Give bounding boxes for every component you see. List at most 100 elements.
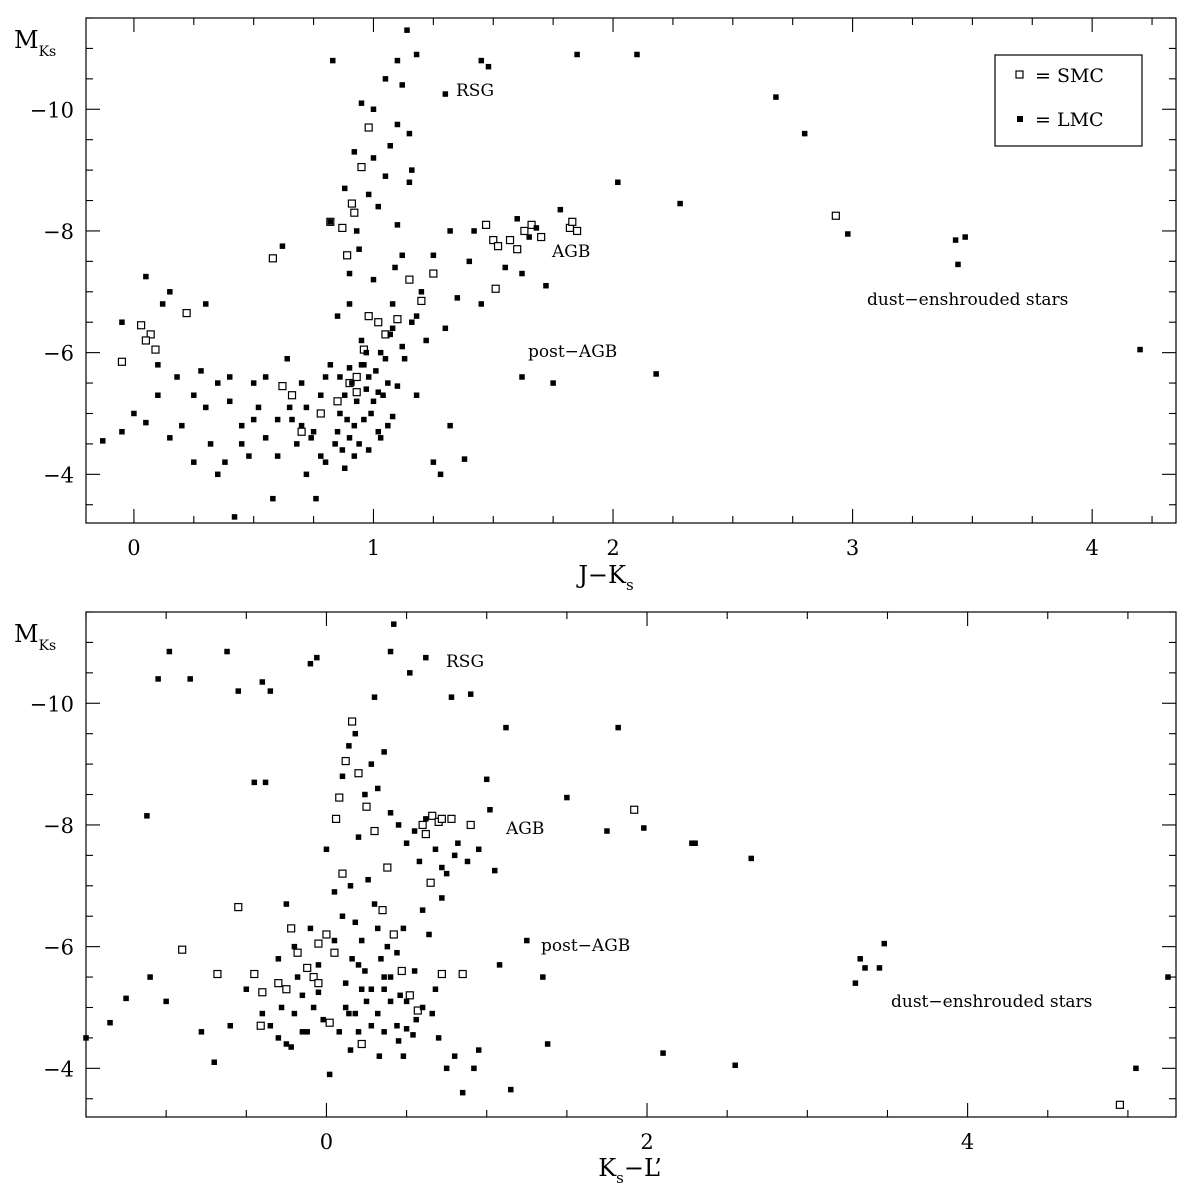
bottom-lmc-point [352, 1010, 359, 1017]
bottom-lmc-point [291, 1010, 298, 1017]
bottom-lmc-point [403, 1026, 410, 1032]
top-lmc-point [382, 76, 389, 82]
bottom-lmc-point [323, 846, 330, 853]
top-lmc-point [478, 301, 485, 307]
top-smc-point [146, 330, 155, 339]
bottom-lmc-point [362, 791, 368, 798]
bottom-lmc-point [857, 956, 863, 962]
bottom-smc-point [418, 820, 427, 830]
top-lmc-point [222, 459, 228, 465]
bottom-smc-point [428, 811, 437, 820]
top-lmc-point [385, 380, 391, 386]
top-lmc-point [385, 422, 391, 429]
top-smc-point [347, 199, 357, 208]
top-x-tick-label: 0 [127, 536, 140, 560]
top-lmc-point [318, 453, 324, 459]
top-lmc-point [143, 419, 149, 426]
bottom-lmc-point [411, 828, 418, 834]
bottom-smc-point [258, 988, 267, 997]
bottom-smc-point [421, 829, 430, 839]
bottom-lmc-point [487, 806, 493, 813]
bottom-smc-point [354, 769, 363, 778]
bottom-lmc-point [358, 986, 365, 992]
bottom-lmc-point [381, 749, 387, 755]
top-lmc-point [284, 355, 290, 362]
top-lmc-point [413, 392, 420, 398]
bottom-lmc-point [423, 816, 429, 822]
bottom-smc-point [330, 948, 339, 957]
bottom-smc-point [362, 802, 371, 811]
bottom-lmc-point [540, 974, 546, 980]
top-annotation-rsg: RSG [456, 81, 494, 101]
top-lmc-point [1137, 346, 1143, 353]
top-lmc-point [119, 428, 125, 435]
top-lmc-point [454, 295, 461, 301]
bottom-smc-point [405, 991, 414, 1000]
top-smc-point [268, 254, 277, 263]
top-lmc-point [478, 57, 485, 64]
top-lmc-point [653, 371, 659, 377]
bottom-lmc-point [368, 986, 375, 992]
bottom-smc-point [370, 826, 379, 836]
top-x-tick-label: 3 [846, 536, 859, 560]
bottom-smc-point [341, 756, 350, 766]
top-lmc-point [375, 389, 382, 395]
bottom-lmc-point [314, 654, 320, 661]
bottom-lmc-point [275, 956, 282, 962]
bottom-lmc-point [384, 943, 391, 950]
bottom-lmc-point [439, 895, 445, 901]
bottom-lmc-point [267, 688, 274, 694]
top-lmc-point [100, 438, 106, 444]
top-lmc-point [430, 459, 437, 465]
top-lmc-point [318, 392, 324, 398]
top-x-axis-label: J−Ks [575, 561, 633, 594]
top-lmc-point [294, 441, 300, 447]
legend-smc-label: = SMC [1035, 65, 1104, 87]
top-lmc-point [255, 404, 262, 411]
top-lmc-point [952, 237, 959, 243]
top-lmc-point [392, 264, 398, 271]
top-smc-point [352, 372, 361, 382]
bottom-lmc-point [346, 743, 352, 749]
bottom-lmc-point [407, 670, 413, 676]
top-lmc-point [286, 404, 293, 411]
bottom-lmc-point [294, 974, 301, 980]
top-lmc-point [303, 404, 310, 411]
top-lmc-point [399, 252, 405, 259]
bottom-y-tick-label: −10 [30, 692, 74, 716]
top-lmc-point [346, 365, 353, 371]
top-lmc-point [238, 422, 245, 429]
top-x-tick-label: 2 [606, 536, 619, 560]
bottom-lmc-point [275, 1035, 282, 1041]
top-lmc-point [677, 200, 683, 207]
bottom-lmc-point [503, 724, 509, 731]
bottom-smc-point [256, 1021, 265, 1030]
top-lmc-point [341, 185, 348, 192]
bottom-smc-point [630, 805, 639, 814]
bottom-lmc-point [368, 1022, 375, 1029]
bottom-lmc-point [475, 1047, 482, 1053]
bottom-lmc-point [326, 1071, 333, 1078]
top-lmc-point [437, 471, 444, 478]
bottom-lmc-point [508, 1086, 514, 1093]
top-lmc-point [289, 416, 295, 423]
top-y-tick-label: −6 [43, 342, 74, 366]
bottom-annotation-rsg: RSG [446, 652, 484, 672]
top-lmc-point [334, 313, 341, 319]
bottom-lmc-point [748, 855, 754, 862]
bottom-lmc-point [432, 846, 439, 853]
bottom-lmc-point [455, 840, 461, 846]
top-y-axis-label: MKs [14, 26, 56, 60]
top-lmc-point [358, 337, 365, 344]
bottom-smc-point [314, 939, 323, 948]
bottom-lmc-point [349, 956, 355, 962]
bottom-smc-point [437, 969, 446, 979]
bottom-lmc-point [365, 876, 371, 883]
top-lmc-point [351, 422, 358, 429]
top-lmc-point [179, 422, 185, 429]
top-smc-point [831, 211, 840, 220]
top-lmc-point [310, 428, 317, 435]
top-lmc-point [430, 252, 437, 259]
top-lmc-point [485, 63, 492, 70]
